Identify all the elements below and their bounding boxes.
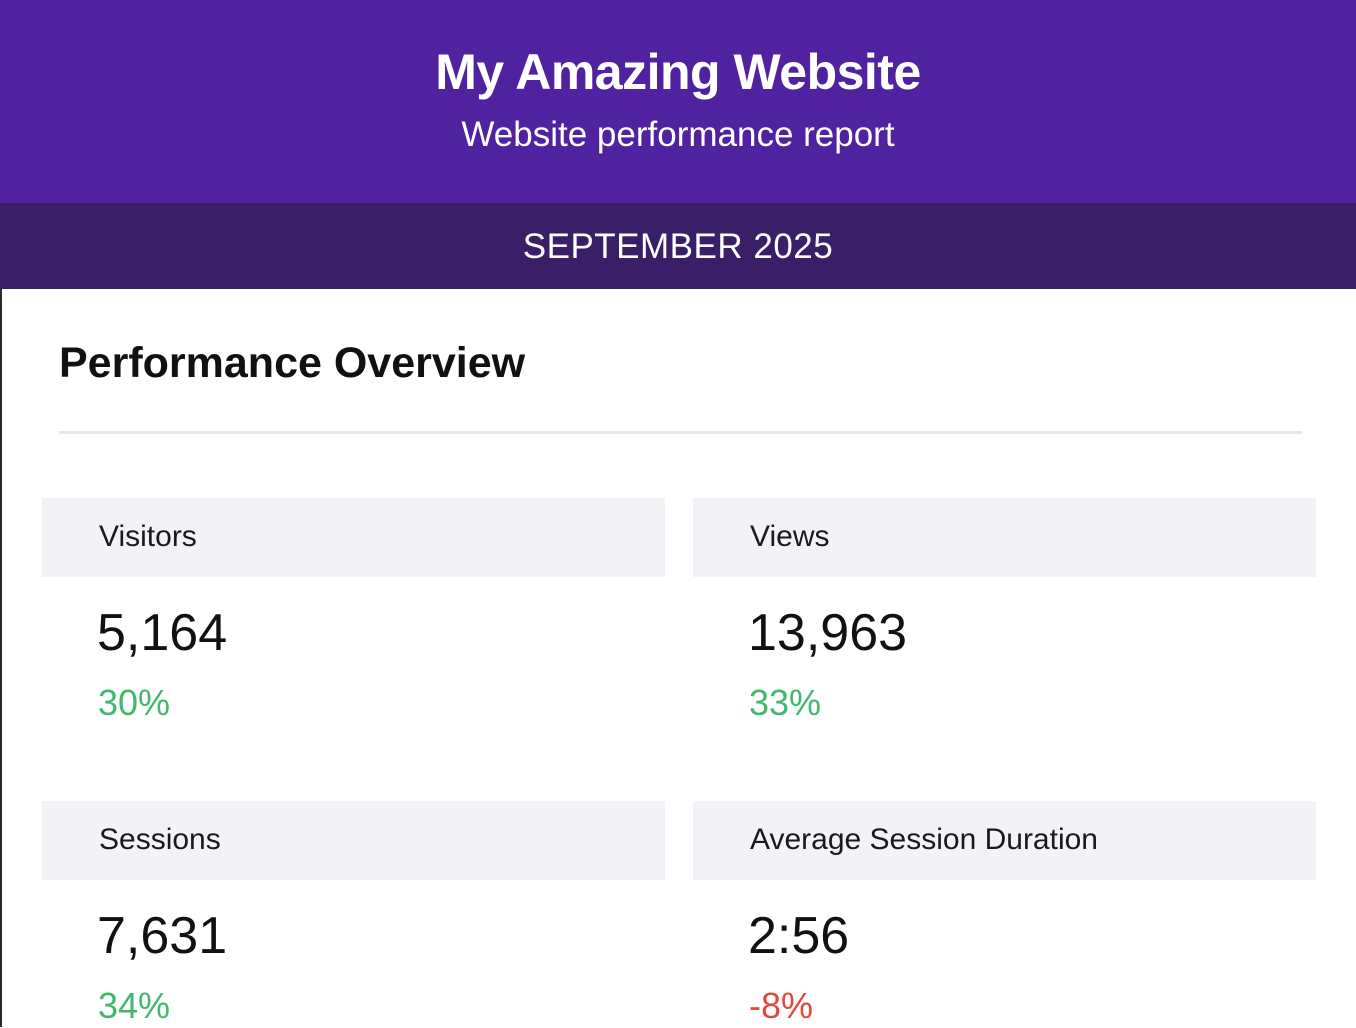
period-bar: SEPTEMBER 2025 [0,203,1356,289]
metric-card-visitors: Visitors 5,164 30% [42,498,665,723]
metric-card-sessions: Sessions 7,631 34% [42,801,665,1026]
metric-card-views: Views 13,963 33% [693,498,1316,723]
metric-header: Views [693,498,1316,577]
report-subtitle: Website performance report [461,115,895,154]
metric-value: 5,164 [97,604,228,662]
metric-label: Sessions [99,823,221,856]
metric-value: 13,963 [748,604,908,662]
metric-label: Average Session Duration [750,823,1098,856]
metric-card-avg-session-duration: Average Session Duration 2:56 -8% [693,801,1316,1026]
section-divider [59,431,1302,434]
report-content: Performance Overview Visitors 5,164 30% … [0,289,1356,1027]
period-label: SEPTEMBER 2025 [522,227,834,266]
metric-change: 33% [749,682,822,723]
metric-value: 2:56 [748,907,850,965]
report-header: My Amazing Website Website performance r… [0,0,1356,203]
metric-change: 34% [98,985,171,1026]
metric-label: Views [750,520,830,553]
metric-header: Visitors [42,498,665,577]
metric-change: -8% [749,985,814,1026]
metric-value: 7,631 [97,907,228,965]
metric-header: Average Session Duration [693,801,1316,880]
metric-change: 30% [98,682,171,723]
metric-header: Sessions [42,801,665,880]
site-title: My Amazing Website [435,44,921,100]
metric-label: Visitors [99,520,197,553]
section-title: Performance Overview [59,339,526,387]
